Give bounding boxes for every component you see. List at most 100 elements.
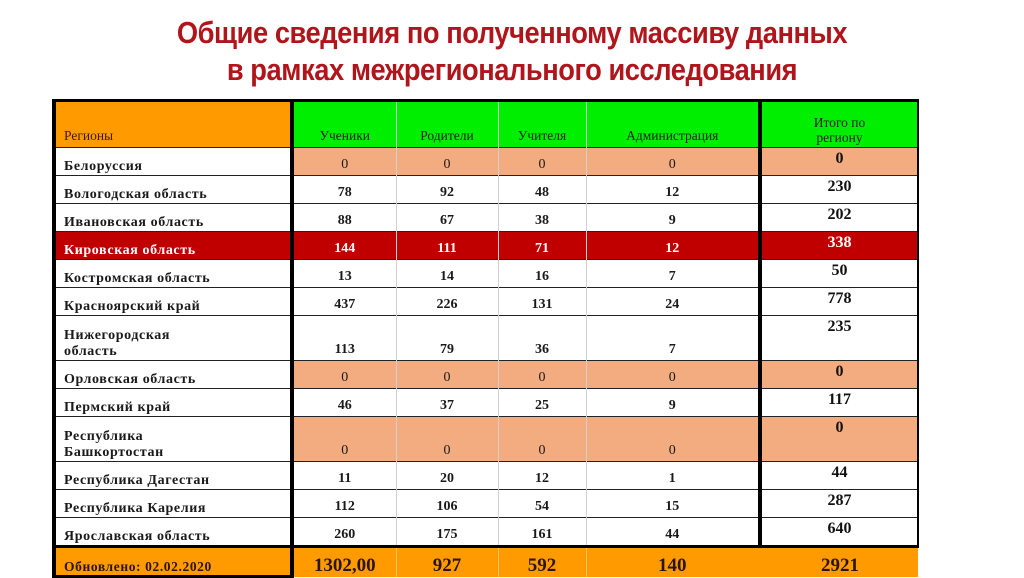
header-administration: Администрация	[585, 99, 760, 148]
parents-value: 226	[395, 287, 498, 316]
title-line-1: Общие сведения по полученному массиву да…	[176, 15, 848, 50]
region-name: Вологодская область	[52, 175, 294, 204]
teachers-value: 36	[497, 315, 586, 361]
region-name: Республика Дагестан	[52, 461, 294, 490]
table-row: Вологодская область 78 92 48 12 230	[52, 175, 919, 204]
region-total: 640	[758, 517, 919, 547]
region-name-line-2: область	[64, 344, 118, 359]
parents-value: 14	[395, 259, 498, 288]
parents-value: 79	[395, 315, 498, 361]
parents-value: 67	[395, 203, 498, 232]
region-name: Орловская область	[52, 360, 294, 389]
students-value: 13	[291, 259, 396, 288]
table-row-highlighted: Кировская область 144 111 71 12 338	[52, 231, 919, 260]
region-name: Красноярский край	[52, 287, 294, 316]
updated-date-label: Обновлено: 02.02.2020	[52, 545, 294, 578]
region-total: 230	[758, 175, 919, 204]
administration-value: 12	[585, 231, 760, 260]
students-value: 0	[291, 416, 396, 462]
parents-value: 0	[395, 416, 498, 462]
parents-value: 106	[395, 489, 498, 518]
parents-value: 92	[395, 175, 498, 204]
administration-value: 24	[585, 287, 760, 316]
table-row: Красноярский край 437 226 131 24 778	[52, 287, 919, 316]
region-total: 44	[758, 461, 919, 490]
region-total: 202	[758, 203, 919, 232]
administration-value: 44	[585, 517, 760, 547]
administration-value: 0	[585, 416, 760, 462]
teachers-value: 54	[497, 489, 586, 518]
header-region: Регионы	[52, 99, 294, 148]
region-total: 338	[758, 231, 919, 260]
students-value: 112	[291, 489, 396, 518]
table-row: Орловская область 0 0 0 0 0	[52, 360, 919, 389]
students-value: 78	[291, 175, 396, 204]
region-total: 0	[758, 147, 919, 176]
administration-value: 0	[585, 147, 760, 176]
teachers-sum: 592	[497, 545, 586, 577]
parents-value: 37	[395, 388, 498, 417]
teachers-value: 71	[497, 231, 586, 260]
page-title: Общие сведения по полученному массиву да…	[0, 14, 1024, 88]
region-total: 117	[758, 388, 919, 417]
table-row: Пермский край 46 37 25 9 117	[52, 388, 919, 417]
parents-value: 0	[395, 147, 498, 176]
region-total: 0	[758, 416, 919, 462]
table-footer-row: Обновлено: 02.02.2020 1302,00 927 592 14…	[52, 545, 918, 578]
header-students: Ученики	[292, 99, 396, 148]
table-row: Республика Башкортостан 0 0 0 0 0	[52, 416, 919, 462]
header-total-line-1: Итого по	[813, 115, 866, 130]
table-row: Нижегородская область 113 79 36 7 235	[52, 315, 919, 361]
teachers-value: 161	[497, 517, 586, 547]
teachers-value: 16	[497, 259, 586, 288]
teachers-value: 0	[497, 416, 586, 462]
header-teachers: Учителя	[497, 99, 586, 148]
parents-value: 0	[395, 360, 498, 389]
students-value: 0	[291, 360, 396, 389]
teachers-value: 0	[497, 147, 586, 176]
region-name: Республика Башкортостан	[52, 416, 294, 462]
teachers-value: 131	[497, 287, 586, 316]
region-name: Костромская область	[52, 259, 294, 288]
regional-data-table: Регионы Ученики Родители Учителя Админис…	[52, 99, 919, 578]
table-row: Республика Карелия 112 106 54 15 287	[52, 489, 919, 518]
parents-sum: 927	[395, 545, 498, 577]
teachers-value: 0	[497, 360, 586, 389]
teachers-value: 12	[497, 461, 586, 490]
region-total: 50	[758, 259, 919, 288]
header-total-line-2: региону	[816, 130, 863, 145]
header-parents: Родители	[395, 99, 498, 148]
table-row: Ярославская область 260 175 161 44 640	[52, 517, 919, 547]
students-value: 113	[291, 315, 396, 361]
students-value: 11	[291, 461, 396, 490]
region-name-line-1: Республика	[64, 429, 144, 444]
administration-value: 7	[585, 259, 760, 288]
table-row: Республика Дагестан 11 20 12 1 44	[52, 461, 919, 490]
students-value: 88	[291, 203, 396, 232]
administration-value: 15	[585, 489, 760, 518]
grand-total: 2921	[758, 545, 918, 577]
region-name: Ярославская область	[52, 517, 294, 547]
region-name-line-2: Башкортостан	[64, 445, 164, 460]
parents-value: 175	[395, 517, 498, 547]
region-name: Пермский край	[52, 388, 294, 417]
table-row: Белоруссия 0 0 0 0 0	[52, 147, 919, 176]
teachers-value: 25	[497, 388, 586, 417]
administration-value: 7	[585, 315, 760, 361]
parents-value: 111	[395, 231, 498, 260]
region-name: Республика Карелия	[52, 489, 294, 518]
administration-value: 9	[585, 203, 760, 232]
region-name: Кировская область	[52, 231, 294, 260]
administration-value: 12	[585, 175, 760, 204]
header-total: Итого по региону	[758, 99, 919, 148]
administration-value: 1	[585, 461, 760, 490]
administration-value: 9	[585, 388, 760, 417]
teachers-value: 38	[497, 203, 586, 232]
region-total: 235	[758, 315, 919, 361]
students-value: 0	[291, 147, 396, 176]
title-line-2: в рамках межрегионального исследования	[226, 52, 798, 87]
table-header-row: Регионы Ученики Родители Учителя Админис…	[52, 99, 919, 148]
administration-value: 0	[585, 360, 760, 389]
table-row: Костромская область 13 14 16 7 50	[52, 259, 919, 288]
region-name-line-1: Нижегородская	[64, 328, 171, 343]
